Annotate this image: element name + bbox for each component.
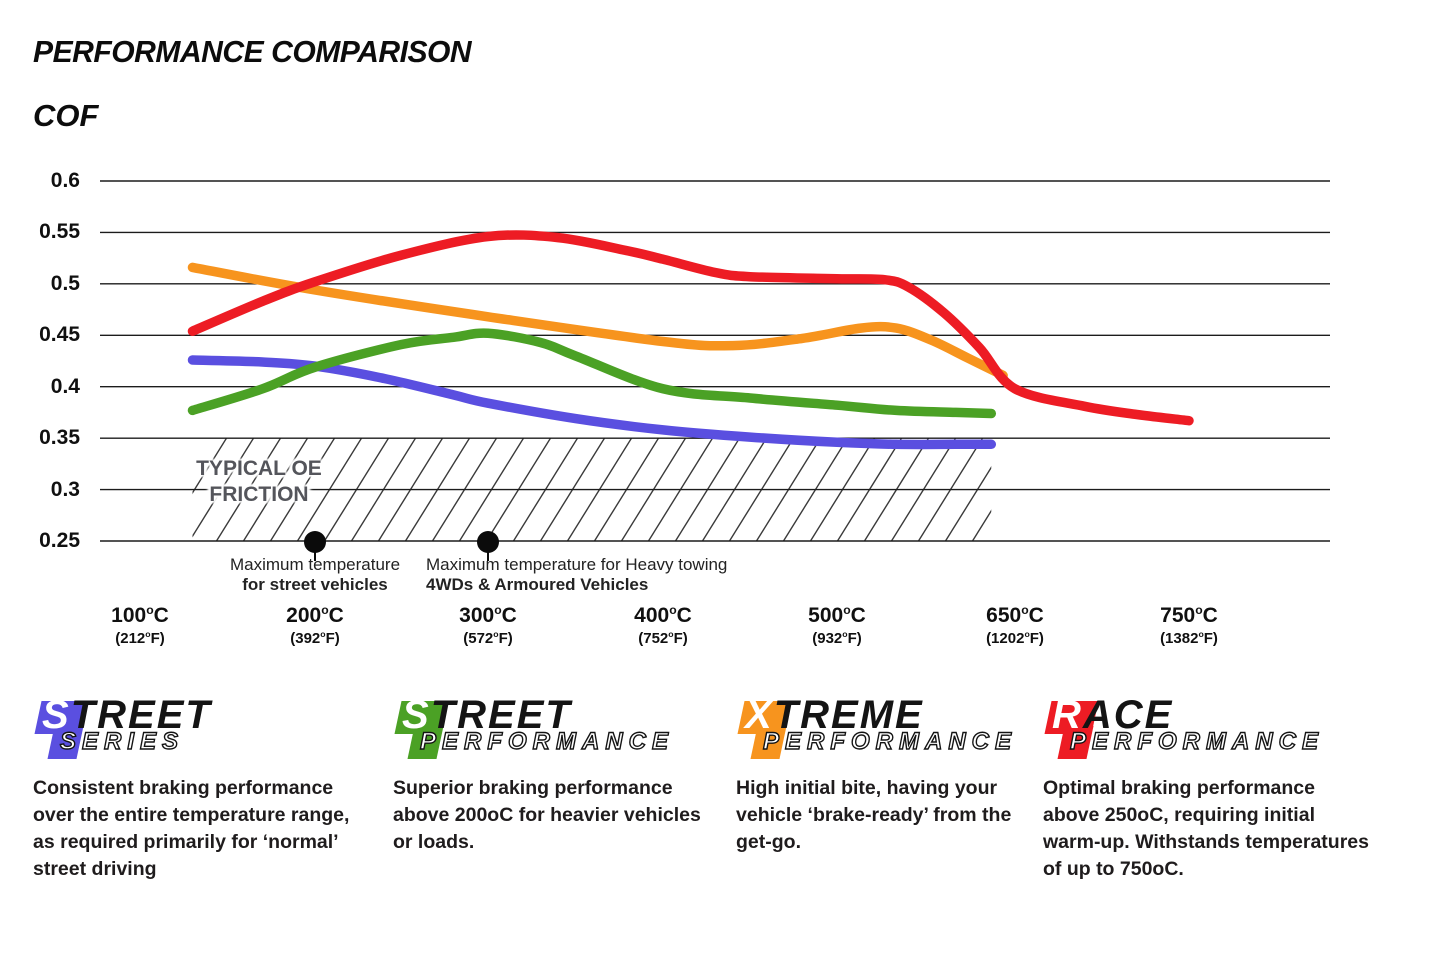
degree-symbol: o [494, 603, 502, 617]
series-line-race-performance [187, 230, 1194, 426]
logo-line1-first-letter: S [42, 693, 71, 737]
x-tick-celsius: 400oC [634, 603, 692, 627]
degree-symbol: o [1195, 603, 1203, 617]
annotation-line1: Maximum temperature [229, 555, 401, 574]
x-tick-400c: 400oC (752oF) [593, 604, 733, 648]
degree-symbol: o [842, 629, 848, 639]
degree-symbol: o [321, 603, 329, 617]
x-tick-650c: 650oC (1202oF) [945, 604, 1085, 648]
y-tick-label-0.4: 0.4 [50, 374, 80, 398]
brand-logo-race-performance: RACE PERFORMANCE [1043, 694, 1370, 768]
x-tick-500c: 500oC (932oF) [767, 604, 907, 648]
degree-symbol: o [669, 603, 677, 617]
x-tick-fahrenheit: (392oF) [290, 629, 340, 647]
brand-description: Superior braking performance above 200oC… [393, 777, 701, 853]
x-tick-100c: 100oC (212oF) [70, 604, 210, 648]
x-tick-750c: 750oC (1382oF) [1119, 604, 1259, 648]
logo-line2: PERFORMANCE [1069, 727, 1325, 755]
brand-logo-xtreme-performance: XTREME PERFORMANCE [736, 694, 1012, 768]
x-tick-celsius: 500oC [808, 603, 866, 627]
y-tick-label-0.55: 0.55 [39, 220, 80, 244]
hatch-line [971, 509, 992, 541]
y-tick-label-0.25: 0.25 [39, 529, 80, 552]
legend-street-performance: STREET PERFORMANCE Superior braking perfor… [393, 694, 725, 856]
x-tick-celsius: 300oC [459, 603, 517, 627]
band-label-line1: TYPICAL OE [196, 457, 322, 480]
x-tick-fahrenheit: (932oF) [812, 629, 862, 647]
logo-line2: PERFORMANCE [762, 727, 1018, 755]
logo-line1: XTREME [745, 693, 924, 737]
x-tick-fahrenheit: (212oF) [115, 629, 165, 647]
x-tick-200c: 200oC (392oF) [245, 604, 385, 648]
degree-symbol: o [493, 629, 499, 639]
brand-description: Optimal braking performance above 250oC,… [1043, 777, 1369, 880]
series-line-xtreme-performance [187, 262, 1008, 381]
logo-line1-first-letter: S [402, 693, 431, 737]
logo-line2-first-letter: P [762, 727, 786, 755]
logo-line2-first-letter: S [59, 727, 83, 755]
logo-line1-first-letter: X [745, 693, 774, 737]
x-tick-300c: 300oC (572oF) [418, 604, 558, 648]
y-tick-label-0.3: 0.3 [50, 477, 80, 501]
legend-xtreme-performance: XTREME PERFORMANCE High initial bite, havi… [736, 694, 1012, 856]
x-tick-celsius: 100oC [111, 603, 169, 627]
brand-description: High initial bite, having your vehicle ‘… [736, 777, 1012, 853]
page-title: PERFORMANCE COMPARISON [33, 34, 472, 69]
cof-line-chart: 0.6 0.55 0.5 0.45 0.4 0.35 0.3 0.25 100oC (212oF… [39, 169, 1330, 648]
degree-symbol: o [668, 629, 674, 639]
cof-axis-title: COF [33, 98, 99, 133]
x-tick-fahrenheit: (572oF) [463, 629, 513, 647]
annotation-caption-1: Maximum temperature for street vehicles [190, 555, 440, 595]
series-line-street-performance [187, 328, 997, 419]
degree-symbol: o [843, 603, 851, 617]
degree-symbol: o [1198, 629, 1204, 639]
annotation-line2: for street vehicles [242, 575, 388, 594]
annotation-line2: 4WDs & Armoured Vehicles [426, 575, 649, 594]
degree-symbol: o [1024, 629, 1030, 639]
degree-symbol: o [146, 603, 154, 617]
brand-logo-street-performance: STREET PERFORMANCE [393, 694, 725, 768]
logo-line1: RACE [1052, 693, 1174, 737]
degree-symbol: o [320, 629, 326, 639]
x-tick-celsius: 750oC [1160, 603, 1218, 627]
legend-street-series: STREET SERIES Consistent braking performan… [33, 694, 359, 883]
logo-line2: PERFORMANCE [419, 727, 675, 755]
logo-line2-first-letter: P [1069, 727, 1093, 755]
x-tick-celsius: 200oC [286, 603, 344, 627]
x-tick-fahrenheit: (752oF) [638, 629, 688, 647]
chart-canvas [100, 180, 1330, 561]
annotation-line1: Maximum temperature for Heavy towing [426, 555, 728, 574]
degree-symbol: o [1021, 603, 1029, 617]
y-tick-label-0.6: 0.6 [50, 169, 80, 192]
legend-race-performance: RACE PERFORMANCE Optimal braking performan… [1043, 694, 1370, 883]
x-tick-fahrenheit: (1202oF) [986, 629, 1044, 647]
y-tick-label-0.35: 0.35 [39, 426, 80, 450]
brand-description: Consistent braking performance over the … [33, 777, 350, 880]
annotation-dot-2 [477, 531, 499, 553]
band-label-line2: FRICTION [209, 483, 309, 506]
y-tick-label-0.5: 0.5 [50, 271, 80, 295]
y-tick-label-0.45: 0.45 [39, 323, 80, 347]
logo-line1: STREET [42, 693, 212, 737]
x-tick-celsius: 650oC [986, 603, 1044, 627]
logo-line1-first-letter: R [1052, 693, 1083, 737]
logo-line2: SERIES [59, 727, 185, 755]
logo-line2-first-letter: P [419, 727, 443, 755]
x-tick-fahrenheit: (1382oF) [1160, 629, 1218, 647]
degree-symbol: o [145, 629, 151, 639]
typical-oe-friction-label: TYPICAL OE FRICTION [188, 456, 330, 508]
annotation-caption-2: Maximum temperature for Heavy towing 4WDs… [426, 555, 756, 595]
brand-logo-street-series: STREET SERIES [33, 694, 359, 768]
annotation-dot-1 [304, 531, 326, 553]
logo-line1: STREET [402, 693, 572, 737]
